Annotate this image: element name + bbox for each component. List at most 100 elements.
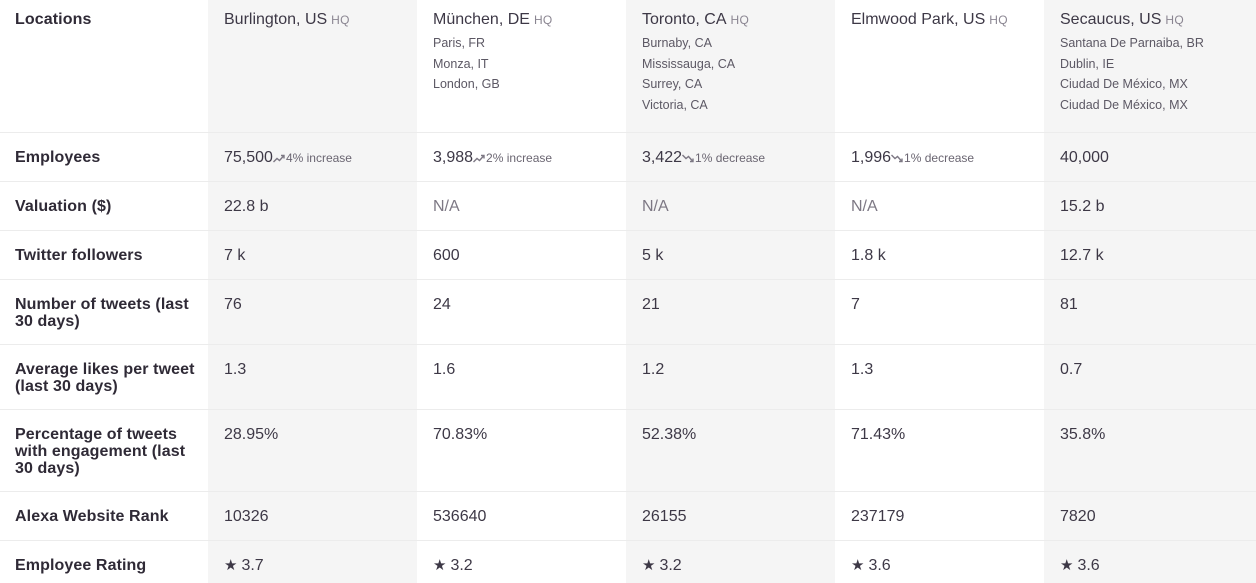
office-location: Mississauga, CA [642,56,736,71]
employees-cell: 3,988 2% increase [417,132,626,182]
row-label-valuation: Valuation ($) [0,181,208,231]
trend-down-icon [891,154,903,162]
row-label-tweets: Number of tweets (last 30 days) [0,279,208,345]
office-location: Victoria, CA [642,97,708,112]
row-label-twitter-followers: Twitter followers [0,230,208,280]
rating-value: 3.2 [659,556,682,574]
locations-row: Locations Burlington, US HQ München, DE HQ… [0,0,1256,133]
hq-location: Secaucus, US [1060,11,1162,28]
likes-cell: 1.3 [208,344,417,410]
twitter-followers-cell: 5 k [626,230,835,280]
employee-count: 3,988 [433,148,474,166]
locations-cell: München, DE HQ Paris, FR Monza, IT London… [417,0,626,133]
employee-count: 40,000 [1060,148,1109,166]
tweets-cell: 76 [208,279,417,345]
row-label-locations: Locations [0,0,208,133]
office-location: Burnaby, CA [642,36,712,50]
office-location: London, GB [433,77,500,91]
valuation-cell: N/A [417,181,626,231]
engagement-cell: 35.8% [1044,409,1256,492]
hq-badge: HQ [331,13,350,27]
employees-cell: 3,422 1% decrease [626,132,835,182]
tweets-cell: 81 [1044,279,1256,345]
likes-cell: 1.6 [417,344,626,410]
star-icon: ★ [433,556,447,574]
hq-location: München, DE [433,11,530,28]
likes-cell: 1.2 [626,344,835,410]
rating-cell: ★ 3.6 [835,540,1044,583]
office-location: Ciudad De México, MX [1060,97,1188,112]
tweets-cell: 24 [417,279,626,345]
rating-cell: ★ 3.2 [417,540,626,583]
rating-value: 3.6 [1077,556,1100,574]
employees-cell: 75,500 4% increase [208,132,417,182]
tweets-row: Number of tweets (last 30 days) 76 24 21… [0,279,1256,345]
engagement-cell: 28.95% [208,409,417,492]
hq-location: Toronto, CA [642,11,727,28]
alexa-rank-cell: 26155 [626,491,835,541]
rating-value: 3.6 [868,556,891,574]
tweets-cell: 21 [626,279,835,345]
employee-count: 75,500 [224,148,273,166]
office-location: Ciudad De México, MX [1060,77,1188,91]
employee-trend-text: 1% decrease [695,150,766,165]
valuation-cell: 15.2 b [1044,181,1256,231]
employees-cell: 40,000 [1044,132,1256,182]
star-icon: ★ [851,556,865,574]
twitter-followers-cell: 1.8 k [835,230,1044,280]
valuation-cell: 22.8 b [208,181,417,231]
employee-count: 1,996 [851,148,892,166]
rating-cell: ★ 3.2 [626,540,835,583]
office-location: Paris, FR [433,36,486,50]
rating-value: 3.2 [450,556,473,574]
likes-row: Average likes per tweet (last 30 days) 1… [0,344,1256,410]
row-label-alexa-rank: Alexa Website Rank [0,491,208,541]
employee-rating-row: Employee Rating ★ 3.7 ★ 3.2 ★ 3.2 ★ 3.6 ★ 3.6 [0,540,1256,583]
employees-cell: 1,996 1% decrease [835,132,1044,182]
rating-value: 3.7 [241,556,264,574]
rating-cell: ★ 3.7 [208,540,417,583]
alexa-rank-cell: 237179 [835,491,1044,541]
employee-trend-text: 2% increase [486,150,553,165]
twitter-followers-row: Twitter followers 7 k 600 5 k 1.8 k 12.7… [0,230,1256,280]
employee-trend: 2% increase [473,151,552,165]
twitter-followers-cell: 600 [417,230,626,280]
row-label-likes: Average likes per tweet (last 30 days) [0,344,208,410]
trend-up-icon [473,154,485,162]
alexa-rank-cell: 536640 [417,491,626,541]
hq-badge: HQ [989,13,1008,27]
locations-cell: Toronto, CA HQ Burnaby, CA Mississauga, C… [626,0,835,133]
engagement-cell: 70.83% [417,409,626,492]
likes-cell: 0.7 [1044,344,1256,410]
employee-trend: 1% decrease [891,151,974,165]
employees-row: Employees 75,500 4% increase 3,988 2% incr… [0,132,1256,182]
hq-badge: HQ [730,13,750,27]
engagement-cell: 71.43% [835,409,1044,492]
employee-trend-text: 1% decrease [904,150,975,165]
row-label-employees: Employees [0,132,208,182]
valuation-row: Valuation ($) 22.8 b N/A N/A N/A 15.2 b [0,181,1256,231]
trend-down-icon [682,154,694,162]
twitter-followers-cell: 12.7 k [1044,230,1256,280]
employee-trend-text: 4% increase [285,150,352,165]
alexa-rank-row: Alexa Website Rank 10326 536640 26155 23… [0,491,1256,541]
row-label-engagement: Percentage of tweets with engagement (la… [0,409,208,492]
rating-cell: ★ 3.6 [1044,540,1256,583]
locations-cell: Burlington, US HQ [208,0,417,133]
locations-cell: Elmwood Park, US HQ [835,0,1044,133]
locations-cell: Secaucus, US HQ Santana De Parnaiba, BR D… [1044,0,1256,133]
twitter-followers-cell: 7 k [208,230,417,280]
alexa-rank-cell: 7820 [1044,491,1256,541]
hq-location: Elmwood Park, US [851,11,986,28]
star-icon: ★ [1060,556,1074,574]
valuation-cell: N/A [835,181,1044,231]
employee-count: 3,422 [642,148,683,166]
engagement-row: Percentage of tweets with engagement (la… [0,409,1256,492]
hq-location: Burlington, US [224,11,328,28]
employee-trend: 4% increase [272,150,352,165]
employee-trend: 1% decrease [682,151,765,165]
star-icon: ★ [642,556,656,574]
row-label-employee-rating: Employee Rating [15,556,147,574]
hq-badge: HQ [533,13,553,27]
